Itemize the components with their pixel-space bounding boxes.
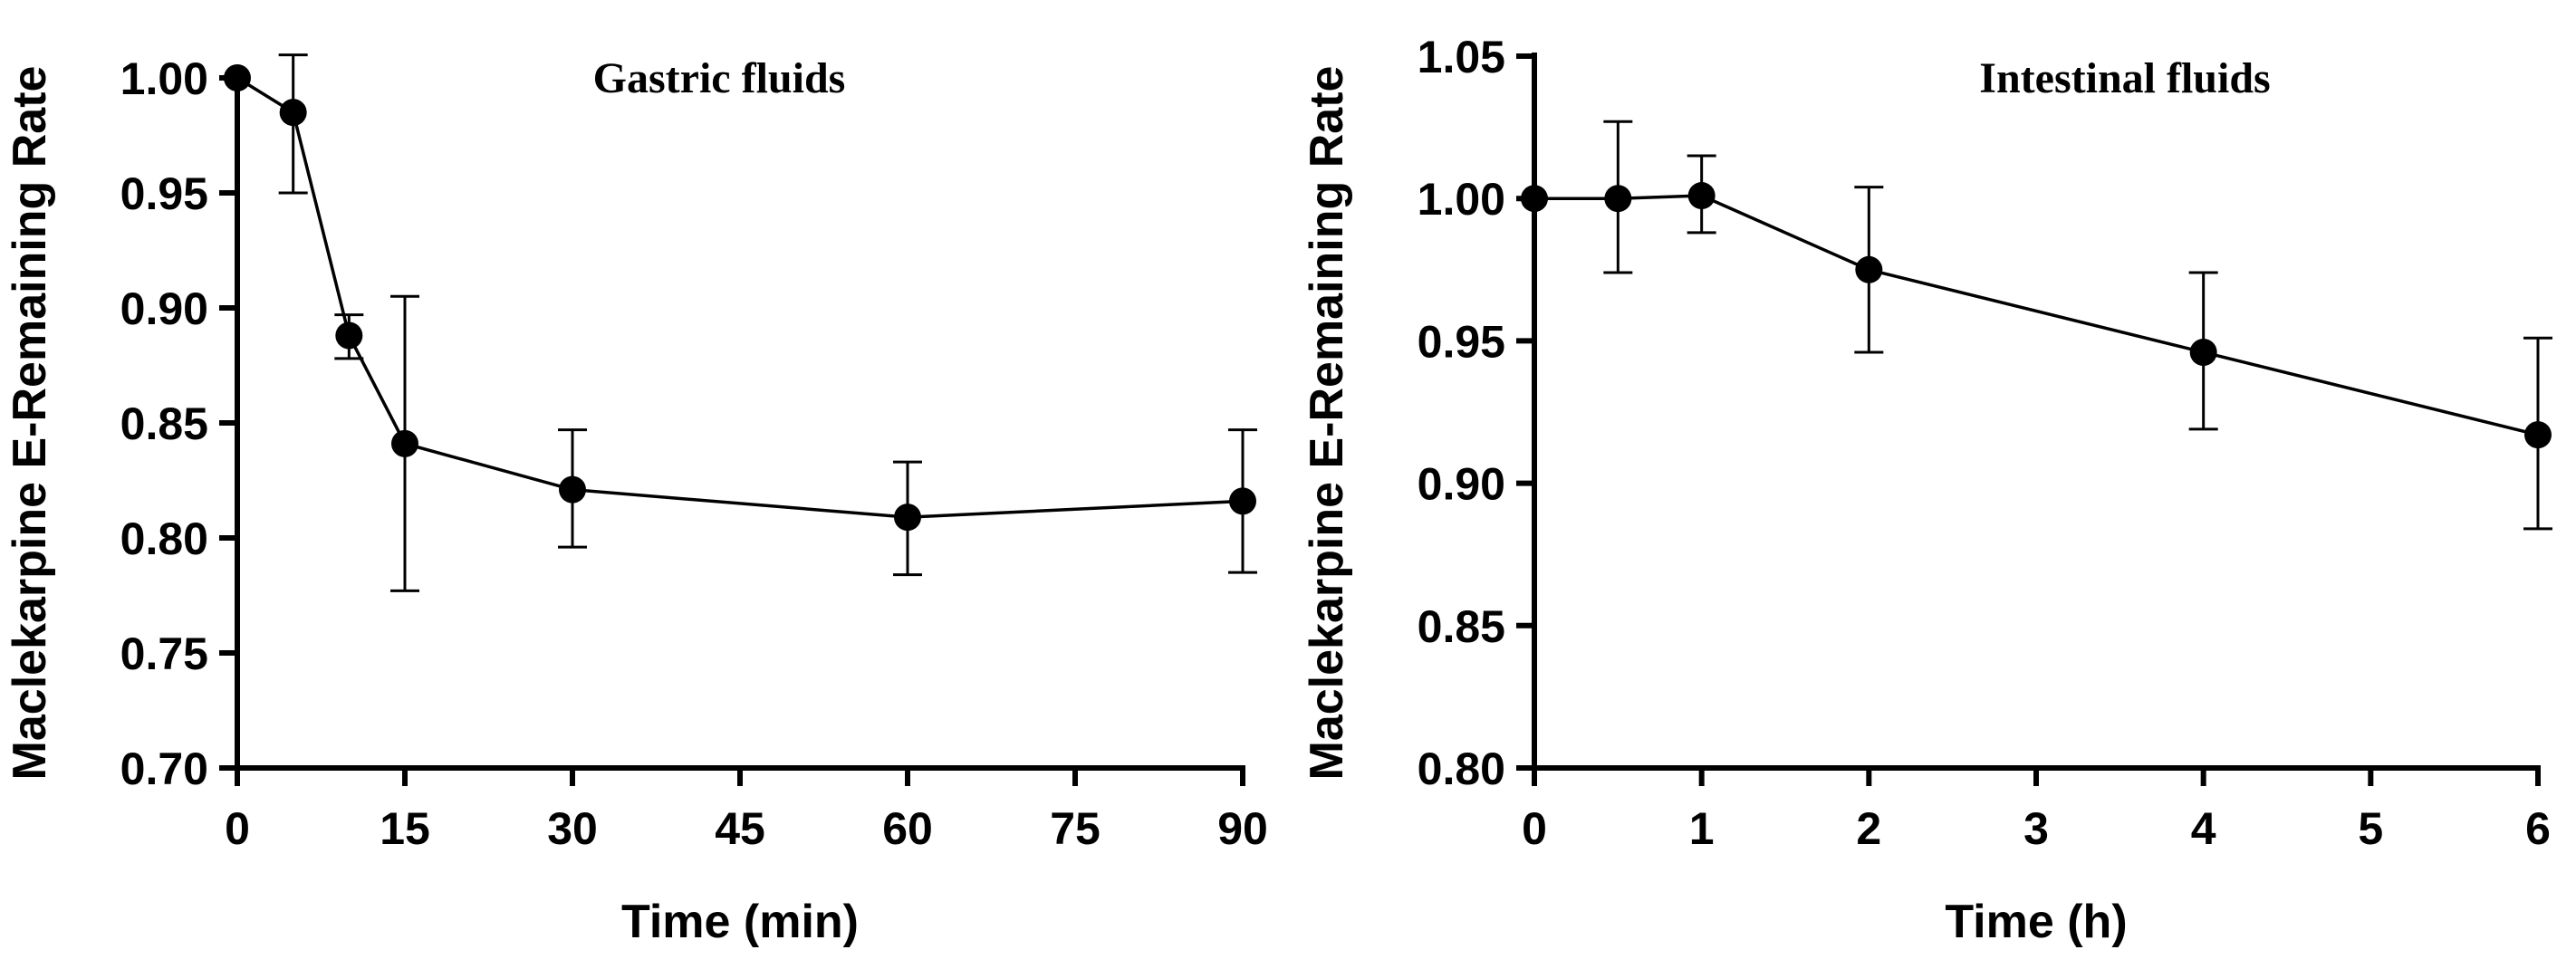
x-tick-label: 45 (715, 803, 765, 854)
panel-title: Intestinal fluids (1979, 54, 2270, 102)
y-tick-label: 0.90 (1418, 459, 1505, 510)
y-tick-label: 1.00 (120, 53, 208, 104)
x-tick-label: 0 (1522, 803, 1547, 854)
x-tick-label: 75 (1050, 803, 1101, 854)
data-point (1687, 182, 1716, 210)
y-tick-label: 0.80 (1418, 744, 1505, 794)
x-tick-label: 1 (1689, 803, 1715, 854)
data-point (2189, 338, 2217, 366)
y-tick-label: 0.85 (120, 398, 208, 449)
y-tick-label: 0.70 (120, 744, 208, 794)
series-line (1534, 194, 2539, 437)
y-tick-label: 1.05 (1418, 32, 1505, 82)
data-point (1229, 487, 1256, 515)
x-tick-label: 15 (380, 803, 430, 854)
data-point (391, 429, 418, 457)
y-axis-title: Maclekarpine E-Remaining Rate (1301, 66, 1353, 781)
x-tick-label: 30 (547, 803, 598, 854)
y-axis-title: Maclekarpine E-Remaining Rate (4, 66, 56, 781)
y-tick-label: 0.90 (120, 283, 208, 334)
x-tick-label: 4 (2191, 803, 2216, 854)
y-tick-label: 0.95 (1418, 316, 1505, 367)
data-point (1855, 255, 1883, 283)
intestinal-fluids-panel: 0.80 0.85 0.90 0.95 1.00 1.05 0 1 2 3 4 5 6 Time (h) M… (1301, 32, 2552, 948)
data-point (1521, 185, 1548, 213)
gastric-fluids-panel: 0.70 0.75 0.80 0.85 0.90 0.95 1.00 0 15 30 45 60 75 9… (4, 53, 1268, 948)
x-tick-label: 3 (2023, 803, 2049, 854)
y-tick-label: 0.95 (120, 168, 208, 219)
data-point (279, 99, 307, 127)
x-axis-title: Time (min) (621, 896, 859, 948)
series-line (236, 76, 1244, 519)
data-point (559, 475, 586, 504)
y-tick-label: 0.80 (120, 513, 208, 564)
data-point (224, 64, 251, 91)
y-tick-label: 0.85 (1418, 601, 1505, 652)
panel-title: Gastric fluids (593, 54, 846, 102)
x-tick-label: 60 (882, 803, 933, 854)
x-axis-title: Time (h) (1945, 896, 2127, 948)
y-tick-label: 0.75 (120, 628, 208, 679)
data-point (1604, 185, 1632, 213)
x-tick-label: 5 (2358, 803, 2383, 854)
data-point (2524, 421, 2552, 449)
x-tick-label: 90 (1217, 803, 1268, 854)
data-point (894, 504, 921, 532)
x-tick-label: 0 (225, 803, 250, 854)
x-tick-label: 2 (1856, 803, 1881, 854)
y-tick-label: 1.00 (1418, 174, 1505, 225)
data-point (335, 321, 363, 350)
x-tick-label: 6 (2525, 803, 2551, 854)
